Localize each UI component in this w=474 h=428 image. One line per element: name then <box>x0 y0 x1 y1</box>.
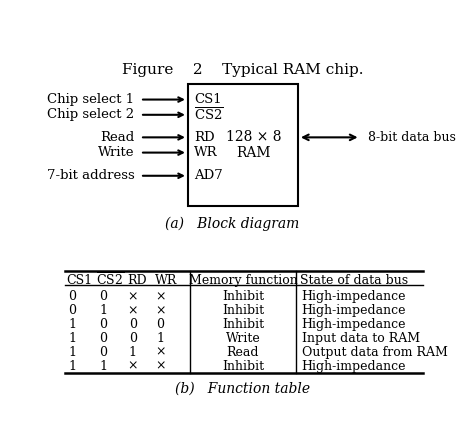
Text: Write: Write <box>226 332 260 345</box>
Text: ×: × <box>155 360 165 373</box>
Text: Chip select 1: Chip select 1 <box>47 93 135 106</box>
Text: State of data bus: State of data bus <box>300 274 408 287</box>
Text: 1: 1 <box>68 360 76 373</box>
Text: Chip select 2: Chip select 2 <box>47 108 135 121</box>
Text: 1: 1 <box>129 346 137 359</box>
Text: ×: × <box>155 346 165 359</box>
Text: 0: 0 <box>100 346 107 359</box>
Text: 1: 1 <box>68 332 76 345</box>
Text: ×: × <box>128 304 138 317</box>
Text: 7-bit address: 7-bit address <box>47 169 135 182</box>
Text: (b)   Function table: (b) Function table <box>175 382 310 395</box>
Text: 0: 0 <box>68 304 76 317</box>
Text: RD: RD <box>127 274 147 287</box>
Text: 0: 0 <box>129 332 137 345</box>
Text: 0: 0 <box>156 318 164 331</box>
Text: ×: × <box>155 290 165 303</box>
Text: (a)   Block diagram: (a) Block diagram <box>165 216 299 231</box>
Text: High-impedance: High-impedance <box>301 360 406 373</box>
Text: High-impedance: High-impedance <box>301 304 406 317</box>
Text: WR: WR <box>155 274 177 287</box>
Bar <box>188 84 298 206</box>
Text: Inhibit: Inhibit <box>222 318 264 331</box>
Text: 0: 0 <box>68 290 76 303</box>
Text: Inhibit: Inhibit <box>222 360 264 373</box>
Text: High-impedance: High-impedance <box>301 290 406 303</box>
Text: Inhibit: Inhibit <box>222 304 264 317</box>
Text: RD: RD <box>194 131 215 144</box>
Text: AD7: AD7 <box>194 169 223 182</box>
Text: Read: Read <box>100 131 135 144</box>
Text: CS1: CS1 <box>194 93 222 106</box>
Text: ×: × <box>128 360 138 373</box>
Text: 1: 1 <box>100 360 107 373</box>
Text: ×: × <box>128 290 138 303</box>
Text: 0: 0 <box>100 332 107 345</box>
Text: 0: 0 <box>100 290 107 303</box>
Text: 8-bit data bus: 8-bit data bus <box>368 131 456 144</box>
Text: Inhibit: Inhibit <box>222 290 264 303</box>
Text: 1: 1 <box>100 304 107 317</box>
Text: CS1: CS1 <box>66 274 93 287</box>
Text: Read: Read <box>227 346 259 359</box>
Text: 1: 1 <box>68 318 76 331</box>
Text: 0: 0 <box>129 318 137 331</box>
Text: ×: × <box>155 304 165 317</box>
Text: 1: 1 <box>68 346 76 359</box>
Text: Output data from RAM: Output data from RAM <box>301 346 447 359</box>
Text: 1: 1 <box>156 332 164 345</box>
Text: 128 × 8
RAM: 128 × 8 RAM <box>226 130 282 160</box>
Text: 0: 0 <box>100 318 107 331</box>
Text: Input data to RAM: Input data to RAM <box>301 332 420 345</box>
Text: Memory function: Memory function <box>189 274 297 287</box>
Text: WR: WR <box>194 146 218 159</box>
Text: High-impedance: High-impedance <box>301 318 406 331</box>
Text: $\overline{\mathregular{CS2}}$: $\overline{\mathregular{CS2}}$ <box>96 272 124 288</box>
Text: Figure    2    Typical RAM chip.: Figure 2 Typical RAM chip. <box>122 63 364 77</box>
Text: $\overline{\mathregular{CS2}}$: $\overline{\mathregular{CS2}}$ <box>194 107 224 123</box>
Text: Write: Write <box>98 146 135 159</box>
